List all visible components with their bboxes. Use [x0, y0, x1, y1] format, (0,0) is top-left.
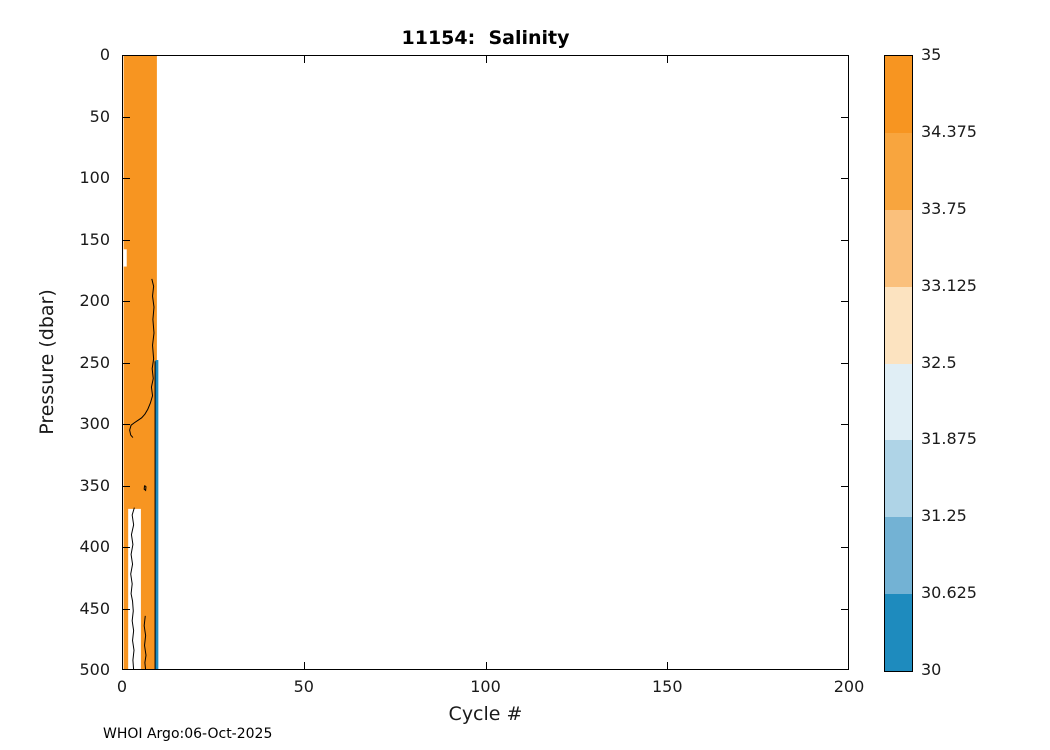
plot-canvas — [122, 55, 850, 671]
colorbar-band — [885, 594, 912, 671]
edge-notch-white — [123, 249, 127, 267]
x-tick-label: 200 — [833, 677, 865, 696]
colorbar-tick-label: 34.375 — [921, 121, 977, 141]
colorbar-tick-label: 30 — [921, 660, 942, 679]
colorbar-band — [885, 363, 912, 441]
y-tick-label: 450 — [79, 598, 110, 618]
x-tick-label: 100 — [470, 677, 501, 696]
colorbar-band — [885, 132, 912, 210]
x-tick-label: 50 — [293, 677, 314, 696]
y-tick-label: 400 — [79, 537, 110, 556]
y-tick-label: 350 — [79, 475, 110, 495]
y-tick-label: 500 — [79, 660, 110, 679]
colorbar-band — [885, 286, 912, 364]
colorbar-band — [885, 440, 912, 518]
colorbar-tick-label: 32.5 — [921, 352, 957, 372]
contour-line-bottom — [143, 615, 147, 671]
y-tick-label: 250 — [79, 352, 110, 372]
footer-text: WHOI Argo:06-Oct-2025 — [103, 726, 273, 742]
colorbar-tick-label: 33.125 — [921, 275, 977, 295]
contour-dot — [143, 485, 147, 492]
deep-gap-white — [128, 508, 141, 670]
colorbar-band — [885, 517, 912, 595]
y-tick-label: 0 — [99, 45, 110, 64]
colorbar-tick-label: 30.625 — [921, 583, 977, 603]
colorbar-tick-label: 31.875 — [921, 429, 977, 449]
colorbar — [884, 55, 913, 672]
contour-line-gap-edge — [130, 507, 135, 671]
colorbar-tick-label: 35 — [921, 45, 942, 64]
chart-title: 11154: Salinity — [401, 27, 570, 49]
low-salinity-column — [155, 360, 159, 670]
x-tick-label: 0 — [116, 677, 128, 696]
y-tick-label: 200 — [79, 291, 110, 310]
contour-line-main — [129, 278, 155, 438]
colorbar-tick-label: 31.25 — [921, 506, 967, 526]
y-tick-label: 50 — [89, 106, 110, 126]
y-tick-label: 300 — [79, 414, 110, 433]
colorbar-band — [885, 209, 912, 287]
colorbar-tick-label: 33.75 — [921, 198, 967, 218]
plot-area — [122, 55, 850, 671]
colorbar-band — [885, 56, 912, 133]
y-tick-label: 150 — [79, 229, 110, 249]
x-tick-label: 150 — [651, 677, 683, 696]
axes-box — [122, 55, 849, 670]
x-axis-label: Cycle # — [448, 703, 523, 725]
y-tick-label: 100 — [79, 168, 110, 187]
